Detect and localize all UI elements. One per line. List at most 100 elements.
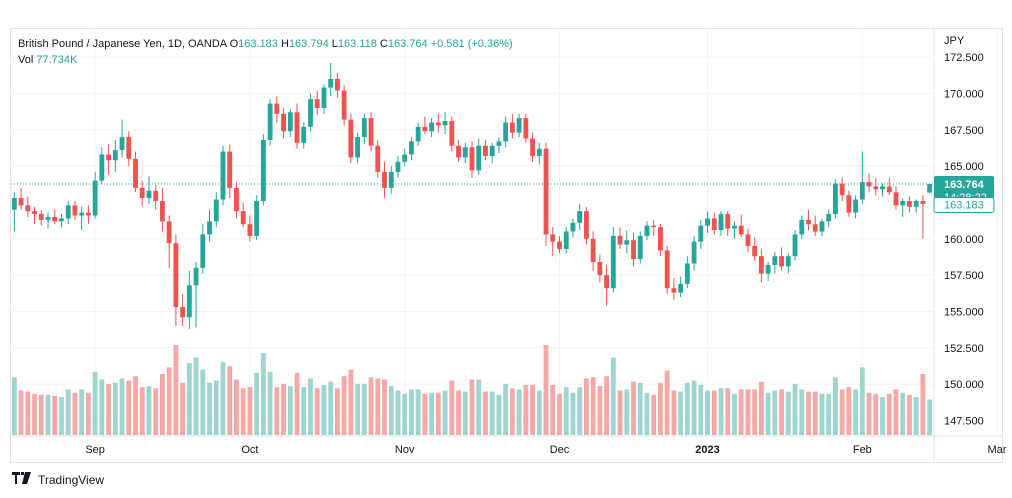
volume-bar xyxy=(200,369,206,435)
volume-bar xyxy=(557,393,562,435)
x-tick-label: Feb xyxy=(853,444,872,456)
candle-body xyxy=(160,200,165,222)
volume-bar xyxy=(530,385,535,435)
candle-body xyxy=(449,121,455,146)
volume-bar xyxy=(395,390,401,435)
close-value: 163.764 xyxy=(387,38,428,50)
volume-bar xyxy=(590,377,596,435)
volume-bar xyxy=(725,388,731,435)
volume-bar xyxy=(698,385,704,435)
candle-body xyxy=(886,186,892,193)
candle-body xyxy=(334,78,340,91)
volume-bar xyxy=(812,391,818,435)
tradingview-logo-icon xyxy=(12,472,32,487)
candle-body xyxy=(927,184,933,193)
candle-body xyxy=(752,246,758,257)
volume-bar xyxy=(859,367,865,435)
legend-volume-row: Vol 77.734K xyxy=(18,52,513,68)
candle-body xyxy=(52,216,58,222)
volume-bar xyxy=(927,399,933,435)
volume-bar xyxy=(658,382,663,435)
low-label: L xyxy=(331,38,338,50)
volume-bar xyxy=(516,389,522,435)
volume-bar xyxy=(483,391,488,435)
open-label: O xyxy=(229,38,239,50)
candle-body xyxy=(503,122,509,142)
volume-bar xyxy=(886,393,892,435)
candle-body xyxy=(79,212,85,216)
volume-bar xyxy=(509,388,515,435)
volume-bar xyxy=(920,374,926,435)
volume-bar xyxy=(503,383,509,435)
volume-bar xyxy=(328,381,334,435)
candle-body xyxy=(785,256,791,267)
y-tick-label: 147.500 xyxy=(944,415,984,427)
volume-bar xyxy=(846,387,852,435)
volume-bar xyxy=(711,390,717,435)
candle-body xyxy=(711,218,717,231)
volume-bar xyxy=(308,378,313,435)
candle-body xyxy=(153,190,159,201)
open-price-value: 163.183 xyxy=(944,200,984,212)
volume-bar xyxy=(732,393,737,435)
volume-bar xyxy=(422,393,428,435)
candle-body xyxy=(274,103,280,114)
candle-body xyxy=(839,183,845,196)
volume-bar xyxy=(765,392,771,435)
candle-body xyxy=(348,119,354,158)
candle-body xyxy=(254,200,260,236)
volume-bar xyxy=(893,389,899,435)
candle-body xyxy=(812,224,818,232)
candle-body xyxy=(637,235,643,260)
volume-bar xyxy=(287,386,293,435)
candle-body xyxy=(260,139,266,201)
candle-body xyxy=(220,151,226,200)
candle-body xyxy=(772,256,778,265)
volume-bar xyxy=(166,367,172,435)
candle-body xyxy=(11,198,17,210)
footer-brand[interactable]: TradingView xyxy=(12,472,104,487)
volume-bar xyxy=(267,371,273,435)
candle-body xyxy=(355,137,361,158)
volume-bar xyxy=(32,393,37,435)
chart-legend: British Pound / Japanese Yen, 1D, OANDA … xyxy=(18,36,513,68)
volume-bar xyxy=(705,390,710,435)
volume-bar xyxy=(254,372,260,435)
high-label: H xyxy=(280,38,289,50)
volume-bar xyxy=(684,382,690,435)
volume-bar xyxy=(819,393,825,435)
candle-body xyxy=(227,151,233,188)
volume-bar xyxy=(469,379,475,435)
x-tick-label: Dec xyxy=(550,444,570,456)
y-tick-label: 152.500 xyxy=(944,343,984,355)
volume-bar xyxy=(415,389,421,435)
candle-body xyxy=(920,200,926,204)
volume-bar xyxy=(435,392,441,435)
candle-body xyxy=(38,214,44,220)
volume-bar xyxy=(462,391,468,435)
candle-body xyxy=(631,240,636,260)
candle-body xyxy=(72,205,78,216)
candle-body xyxy=(328,78,334,88)
volume-bar xyxy=(334,388,340,435)
candle-body xyxy=(900,200,906,206)
volume-bar xyxy=(583,378,589,435)
candle-body xyxy=(530,138,535,156)
candle-body xyxy=(644,225,650,236)
volume-bar xyxy=(758,381,764,435)
candle-body xyxy=(375,145,381,172)
close-label: C xyxy=(379,38,388,50)
y-tick-label: 150.000 xyxy=(944,379,984,391)
candle-body xyxy=(388,171,394,188)
candle-body xyxy=(846,195,852,213)
candle-body xyxy=(139,187,145,199)
candle-body xyxy=(509,122,515,133)
volume-bar xyxy=(536,390,542,435)
volume-bar xyxy=(321,385,327,435)
x-tick-label: Oct xyxy=(241,444,258,456)
y-tick-label: 165.000 xyxy=(944,161,984,173)
volume-bar xyxy=(624,389,630,435)
candle-body xyxy=(402,154,408,162)
volume-bar xyxy=(402,393,408,435)
